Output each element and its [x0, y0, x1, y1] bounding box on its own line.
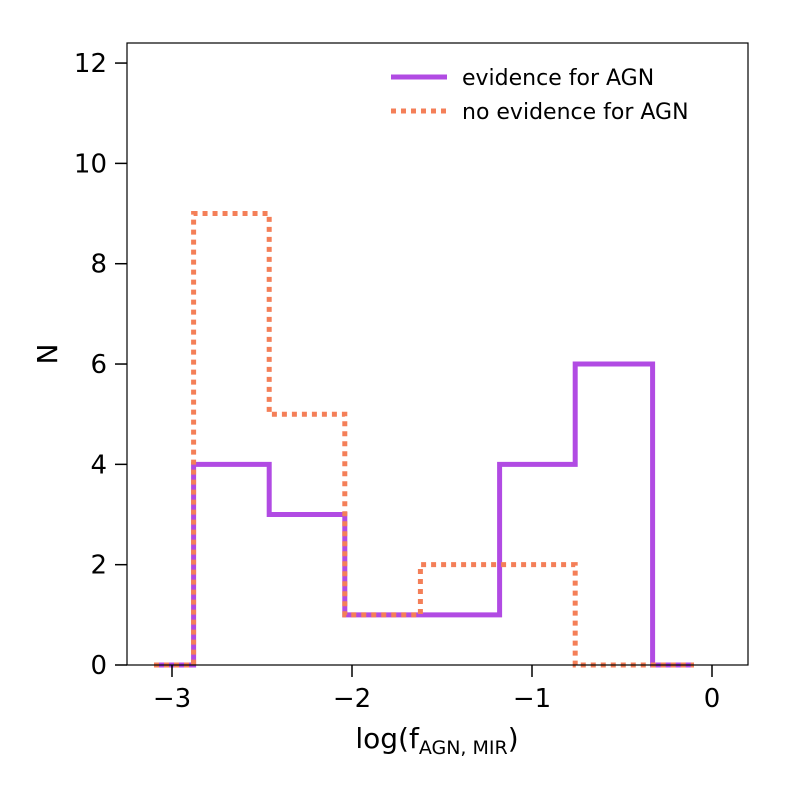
- series-no-evidence-for-agn-step: [154, 211, 694, 668]
- y-tick-label: 2: [90, 551, 107, 581]
- plot-frame: [126, 42, 749, 666]
- y-tick-label: 8: [90, 250, 107, 280]
- y-tick-label: 0: [90, 651, 107, 681]
- x-tick-label: 0: [704, 684, 721, 714]
- y-tick-label: 10: [74, 149, 107, 179]
- legend-label-no-evidence: no evidence for AGN: [462, 100, 689, 125]
- ticks-layer: −3 −2 −1 0 0 2 4 6 8 10 12: [74, 49, 720, 714]
- x-axis-label: log(fAGN, MIR): [355, 722, 518, 759]
- y-tick-label: 4: [90, 450, 107, 480]
- y-tick-label: 12: [74, 49, 107, 79]
- x-axis-label-main: log(f: [355, 722, 420, 755]
- x-axis-label-close: ): [508, 722, 519, 755]
- series-evidence-for-agn-step: [154, 361, 694, 668]
- legend-label-evidence: evidence for AGN: [462, 66, 654, 91]
- x-tick-label: −2: [333, 684, 371, 714]
- y-tick-label: 6: [90, 350, 107, 380]
- x-tick-label: −1: [513, 684, 551, 714]
- series-layer: [154, 211, 694, 668]
- x-tick-label: −3: [153, 684, 191, 714]
- x-axis-label-subscript: AGN, MIR: [419, 737, 508, 759]
- legend: evidence for AGN no evidence for AGN: [391, 66, 689, 125]
- y-axis-label: N: [31, 344, 64, 365]
